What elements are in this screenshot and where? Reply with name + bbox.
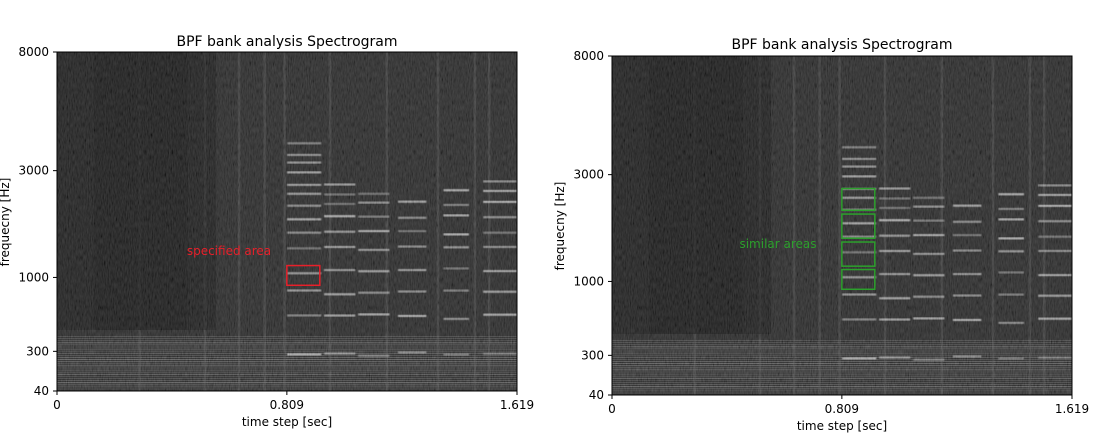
annotation-label: similar areas [739, 237, 816, 251]
annotation-box [841, 213, 876, 239]
annotation-box [286, 264, 321, 287]
x-tick-label: 0.809 [825, 402, 859, 416]
y-tick-label: 1000 [18, 270, 49, 284]
x-tick-label: 0 [53, 398, 61, 412]
x-tick-label: 1.619 [500, 398, 534, 412]
annotation-box [841, 187, 876, 211]
y-axis-label: frequecny [Hz] [0, 178, 12, 267]
spectrogram-image [57, 52, 517, 391]
y-tick-label: 1000 [573, 274, 604, 288]
x-axis-label: time step [sec] [797, 419, 887, 433]
y-tick-label: 300 [581, 348, 604, 362]
x-tick-label: 0.809 [270, 398, 304, 412]
y-tick-label: 300 [26, 344, 49, 358]
spectrogram-image [612, 56, 1072, 395]
chart-title: BPF bank analysis Spectrogram [176, 34, 397, 50]
annotation-box [841, 241, 876, 267]
chart-title: BPF bank analysis Spectrogram [731, 37, 952, 53]
annotation-box [841, 268, 876, 291]
y-tick-label: 8000 [18, 45, 49, 59]
y-tick-label: 3000 [18, 164, 49, 178]
y-tick-label: 3000 [573, 168, 604, 182]
spectrogram-chart-left: BPF bank analysis Spectrogram 0 0.809 1.61… [0, 34, 534, 429]
spectrogram-texture [57, 52, 517, 391]
y-tick-label: 8000 [573, 49, 604, 63]
y-tick-label: 40 [34, 384, 49, 398]
y-axis-label: frequecny [Hz] [553, 182, 567, 271]
spectrogram-chart-right: BPF bank analysis Spectrogram 0 0.809 1.61… [553, 37, 1089, 433]
y-tick-label: 40 [589, 388, 604, 402]
x-axis-label: time step [sec] [242, 415, 332, 429]
x-tick-label: 0 [608, 402, 616, 416]
annotation-label: specified area [187, 244, 271, 258]
x-tick-label: 1.619 [1055, 402, 1089, 416]
